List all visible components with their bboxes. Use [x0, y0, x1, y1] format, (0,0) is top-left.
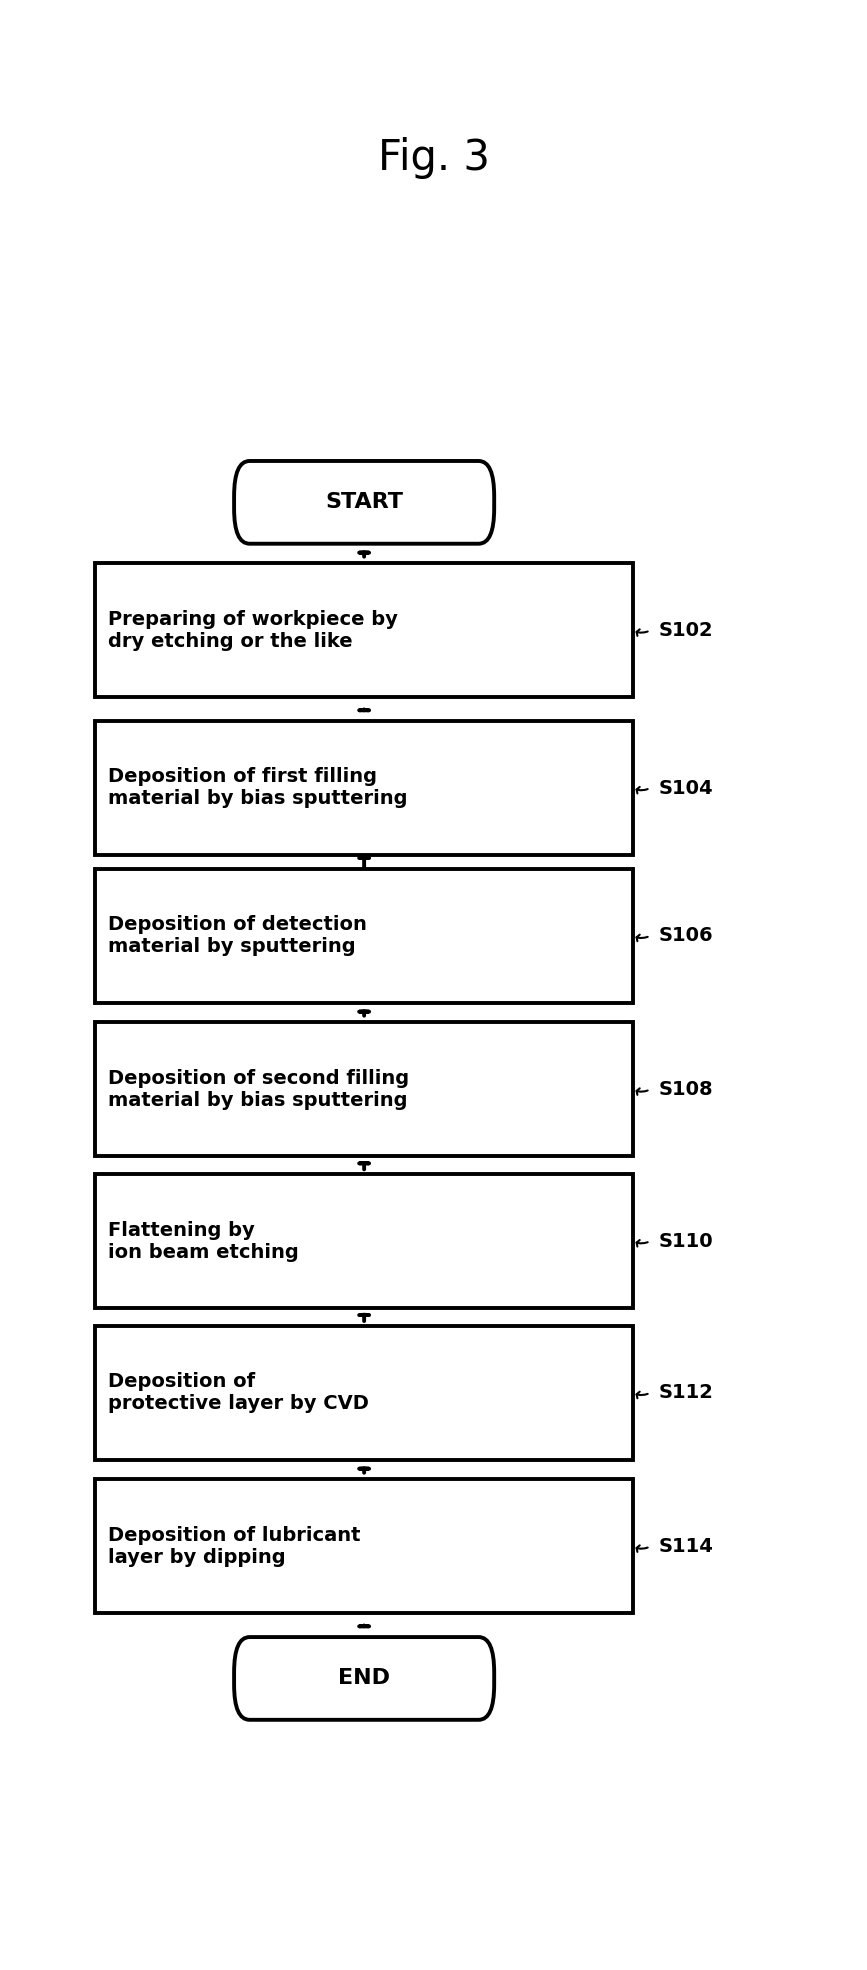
Text: S108: S108: [659, 1080, 714, 1099]
Text: S104: S104: [659, 778, 714, 798]
Bar: [95, 1326, 633, 1460]
Text: S110: S110: [659, 1231, 714, 1251]
FancyBboxPatch shape: [234, 461, 494, 544]
FancyBboxPatch shape: [234, 1637, 494, 1720]
Text: END: END: [338, 1669, 390, 1688]
Text: Deposition of second filling
material by bias sputtering: Deposition of second filling material by…: [108, 1070, 409, 1109]
Text: S112: S112: [659, 1383, 714, 1403]
Text: Deposition of first filling
material by bias sputtering: Deposition of first filling material by …: [108, 768, 407, 808]
Bar: [95, 1174, 633, 1308]
Bar: [95, 1479, 633, 1613]
Bar: [95, 869, 633, 1003]
Text: S106: S106: [659, 926, 714, 946]
Text: Fig. 3: Fig. 3: [377, 136, 490, 179]
Bar: [95, 563, 633, 697]
Bar: [95, 721, 633, 855]
Text: Preparing of workpiece by
dry etching or the like: Preparing of workpiece by dry etching or…: [108, 611, 398, 650]
Text: Deposition of detection
material by sputtering: Deposition of detection material by sput…: [108, 916, 368, 955]
Text: Deposition of
protective layer by CVD: Deposition of protective layer by CVD: [108, 1373, 369, 1412]
Text: Deposition of lubricant
layer by dipping: Deposition of lubricant layer by dipping: [108, 1527, 361, 1566]
Text: S114: S114: [659, 1537, 714, 1556]
Bar: [95, 1022, 633, 1156]
Text: START: START: [325, 492, 403, 512]
Text: S102: S102: [659, 621, 714, 640]
Text: Flattening by
ion beam etching: Flattening by ion beam etching: [108, 1221, 299, 1261]
